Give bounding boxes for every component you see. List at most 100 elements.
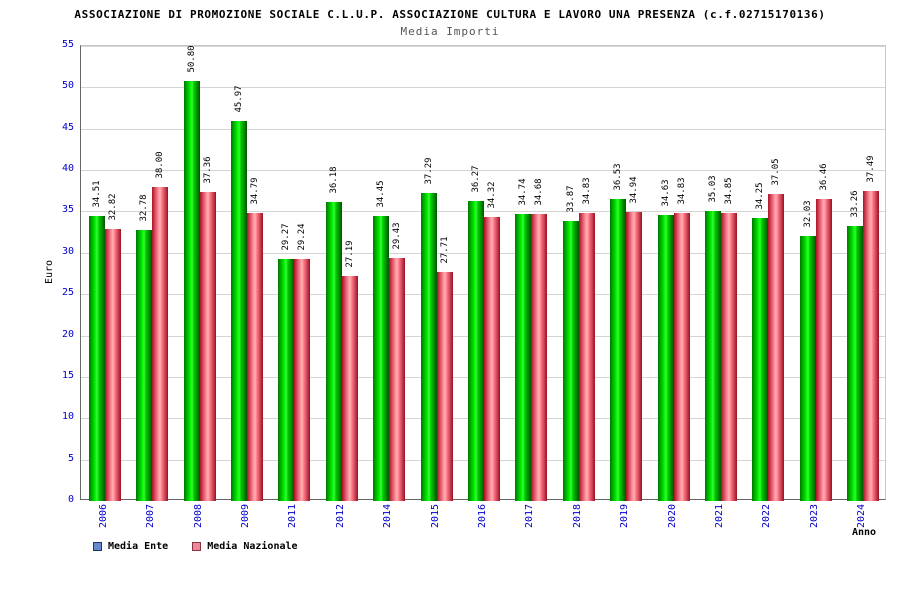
bar-media-nazionale [531,214,548,501]
chart-subtitle: Media Importi [400,25,500,38]
bar-media-nazionale [815,199,832,501]
bar-value-label: 34.74 [518,178,529,206]
gridline [81,46,885,47]
x-tick-label: 2006 [97,503,109,529]
bar-value-label: 36.18 [328,166,339,194]
bar-value-label: 37.49 [866,155,877,183]
bar-value-label: 33.87 [565,185,576,213]
bar-media-nazionale [626,211,643,501]
y-tick-label: 45 [61,121,74,133]
x-tick-label: 2009 [239,503,251,529]
bar-value-label: 36.53 [613,163,624,191]
x-axis-title: Anno [852,527,877,538]
x-tick-label: 2019 [619,503,631,529]
legend: Media Ente Media Nazionale [93,541,298,552]
bar-value-label: 29.24 [297,223,308,251]
x-tick-label: 2018 [571,503,583,529]
bar-media-nazionale [768,194,785,501]
legend-label-media-nazionale: Media Nazionale [207,541,298,552]
bar-value-label: 34.45 [376,180,387,208]
x-tick-label: 2012 [334,503,346,529]
y-tick-label: 40 [61,163,74,175]
x-tick-label: 2008 [192,503,204,529]
bar-value-label: 36.46 [818,163,829,191]
y-tick-label: 15 [61,369,74,381]
bar-media-ente [230,120,247,501]
bar-media-nazionale [673,212,690,501]
bar-media-ente [278,258,295,501]
bar-media-nazionale [294,259,311,501]
y-tick-label: 55 [61,39,74,50]
bar-media-ente [88,215,105,501]
chart-title: ASSOCIAZIONE DI PROMOZIONE SOCIALE C.L.U… [74,8,826,21]
x-tick-label: 2016 [477,503,488,529]
bar-media-ente [705,211,722,501]
bar-value-label: 27.71 [439,236,450,264]
bar-value-label: 50.80 [186,45,197,73]
bar-media-nazionale [389,257,406,501]
bar-media-ente [136,229,153,501]
bar-value-label: 32.82 [107,193,118,222]
x-tick-label: 2023 [808,503,820,529]
bar-value-label: 45.97 [233,85,244,113]
legend-swatch-media-ente [93,542,102,551]
bar-value-label: 29.43 [392,221,403,250]
legend-item-media-ente: Media Ente [93,541,168,552]
bar-value-label: 34.68 [534,178,545,206]
bar-media-ente [468,200,484,501]
x-tick-label: 2007 [145,503,157,529]
bar-value-label: 37.29 [423,156,434,185]
bar-media-nazionale [863,190,880,501]
bar-value-label: 32.78 [139,194,150,222]
x-tick-label: 2022 [761,503,773,529]
y-tick-label: 30 [61,245,74,257]
legend-item-media-nazionale: Media Nazionale [192,541,298,552]
x-tick-label: 2024 [856,503,868,529]
bar-value-label: 29.27 [281,223,292,251]
bar-media-nazionale [152,186,169,501]
plot-area: 34.51 32.82 32.78 38.00 50.80 37.36 45.97 34.79… [80,45,886,501]
bar-value-label: 34.79 [249,177,260,205]
x-tick-label: 2021 [714,503,726,529]
bar-value-label: 38.00 [155,151,166,179]
x-tick-label: 2020 [666,503,678,529]
bar-media-ente [657,214,674,501]
bar-media-ente [420,192,437,501]
y-tick-label: 50 [61,80,74,92]
bar-value-label: 34.83 [676,177,687,205]
bar-value-label: 36.27 [471,165,481,193]
y-tick-label: 0 [67,494,74,505]
y-tick-label: 5 [67,452,74,464]
bar-value-label: 35.03 [708,175,719,203]
y-tick-label: 25 [61,287,74,299]
bar-media-ente [183,80,200,501]
gridline [81,170,885,172]
bar-value-label: 27.19 [344,240,355,268]
bar-media-ente [847,225,864,501]
bar-value-label: 37.05 [771,158,782,187]
gridline [81,128,885,130]
bar-value-label: 34.85 [724,177,735,205]
bar-media-nazionale [436,271,453,501]
bar-value-label: 34.83 [581,177,592,205]
bar-media-nazionale [104,229,121,501]
bar-value-label: 34.32 [487,181,497,209]
bar-media-nazionale [246,213,263,501]
bar-media-ente [799,236,816,501]
bar-media-nazionale [484,217,500,501]
y-tick-label: 10 [61,411,74,423]
bar-media-nazionale [721,212,738,501]
bar-value-label: 33.26 [850,190,861,218]
y-tick-label: 35 [61,204,74,216]
bar-media-ente [373,216,390,501]
y-axis-title: Euro [44,259,55,285]
x-tick-label: 2014 [382,503,394,529]
bar-value-label: 32.03 [802,200,813,228]
bar-media-nazionale [578,212,595,501]
bar-value-label: 34.51 [91,179,102,208]
bar-media-ente [515,213,532,501]
y-tick-label: 20 [61,328,74,340]
bar-value-label: 37.36 [202,156,213,184]
bar-value-label: 34.94 [629,176,640,204]
